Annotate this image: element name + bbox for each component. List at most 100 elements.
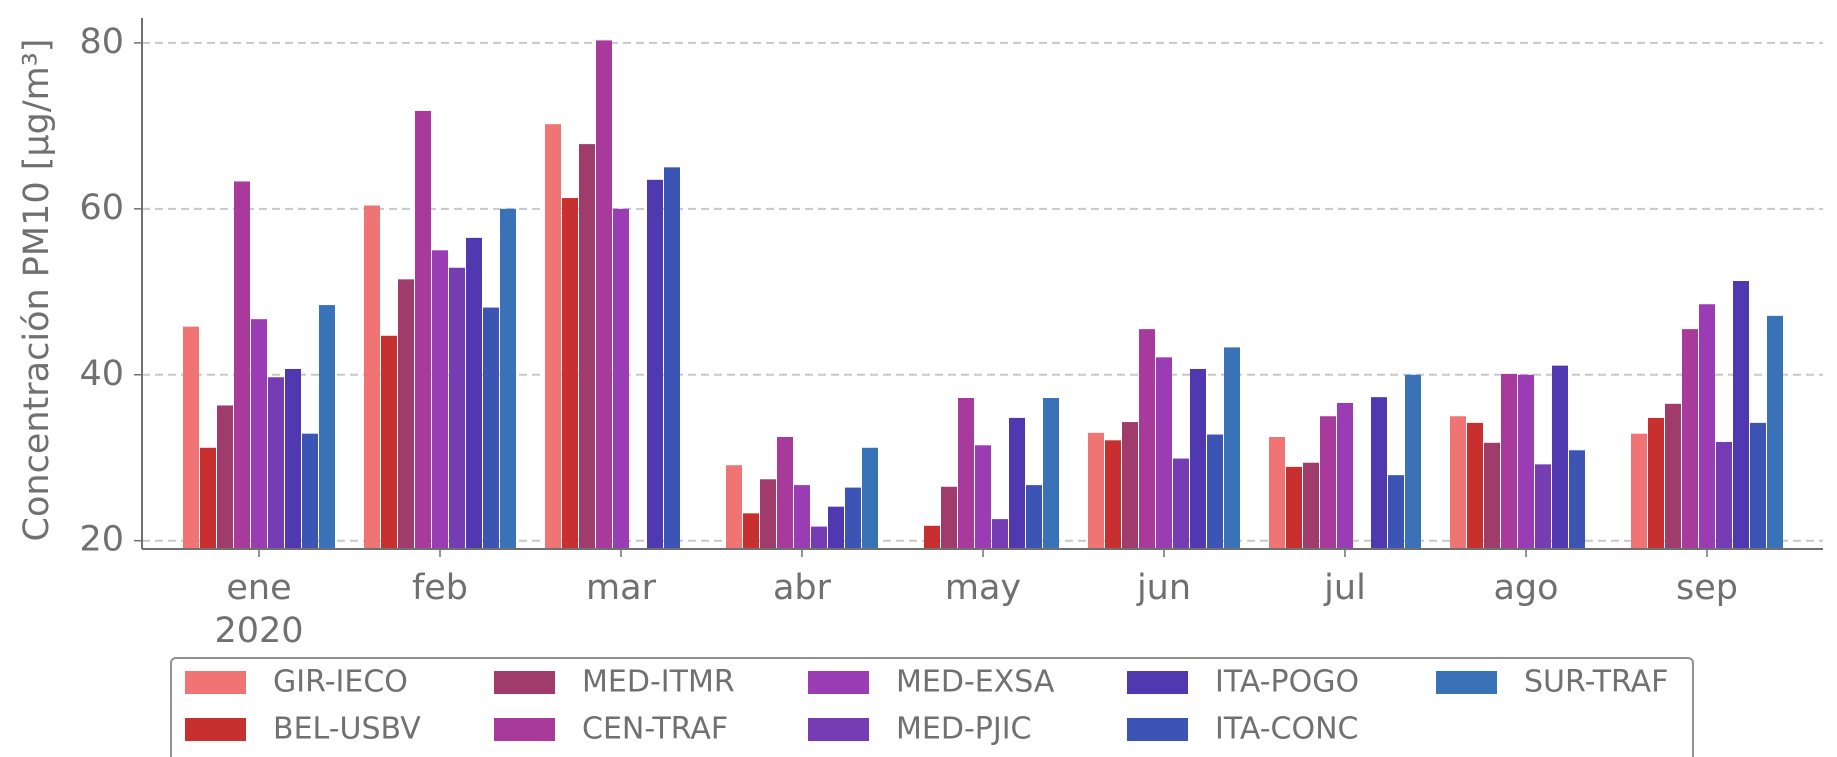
bar [1648, 417, 1664, 549]
bar [760, 479, 776, 549]
legend-swatch [185, 671, 246, 694]
legend-label: SUR-TRAF [1524, 665, 1668, 700]
bar [613, 208, 629, 549]
bar [1156, 357, 1172, 549]
bar [364, 205, 380, 549]
bar [1009, 417, 1025, 549]
bar [1682, 329, 1698, 549]
bar [234, 181, 250, 550]
bar [1750, 422, 1766, 549]
x-tick-label: mar [586, 568, 657, 608]
bar [466, 237, 482, 549]
bar [545, 124, 561, 549]
bar [1026, 485, 1042, 549]
bar [828, 506, 844, 549]
legend-label: CEN-TRAF [582, 712, 728, 747]
legend-swatch [185, 718, 246, 741]
bar [845, 487, 861, 549]
bar [1767, 315, 1783, 549]
bar [562, 198, 578, 550]
bar [217, 405, 233, 549]
bar [268, 377, 284, 549]
legend-label: MED-ITMR [582, 665, 735, 700]
bar [1139, 329, 1155, 549]
bar [1388, 475, 1404, 549]
bar [862, 447, 878, 549]
bar [1224, 347, 1240, 549]
bar [1269, 436, 1285, 549]
bar [579, 144, 595, 550]
bar [1286, 466, 1302, 549]
legend-label: GIR-IECO [273, 665, 408, 700]
bar [1105, 440, 1121, 549]
legend-label: MED-PJIC [896, 712, 1032, 747]
bar [647, 179, 663, 549]
bar [1337, 402, 1353, 549]
bar [1467, 422, 1483, 549]
bar [1501, 373, 1517, 549]
bar [1122, 422, 1138, 549]
bar [1088, 432, 1104, 549]
bar [432, 250, 448, 549]
legend-label: ITA-CONC [1215, 712, 1358, 747]
bar [200, 447, 216, 549]
x-tick-label: may [945, 568, 1021, 608]
x-year-label: 2020 [214, 611, 303, 651]
bar [1518, 374, 1534, 549]
y-tick-label: 60 [79, 188, 124, 228]
bar [1484, 442, 1500, 549]
legend-swatch [808, 671, 869, 694]
x-tick-label: jul [1323, 568, 1366, 608]
bar [664, 167, 680, 549]
bar [183, 326, 199, 549]
bar [811, 526, 827, 549]
bar [1303, 462, 1319, 549]
bar [1733, 281, 1749, 549]
y-axis-label: Concentración PM10 [μg/m³] [17, 39, 57, 542]
bar [500, 208, 516, 549]
bar [1190, 368, 1206, 549]
x-tick-label: sep [1676, 568, 1738, 608]
bar [1631, 433, 1647, 549]
bar [958, 397, 974, 549]
x-tick-label: abr [773, 568, 832, 608]
x-tick-label: ene [226, 568, 291, 608]
bar [319, 305, 335, 549]
bar [941, 486, 957, 549]
bar [794, 485, 810, 549]
bar [1569, 450, 1585, 549]
bar [596, 40, 612, 550]
bar [777, 436, 793, 549]
bar [992, 519, 1008, 549]
bar [726, 465, 742, 549]
bar [285, 368, 301, 549]
bar [302, 433, 318, 549]
y-tick-label: 80 [79, 22, 124, 62]
bar [924, 525, 940, 549]
bar [1173, 458, 1189, 549]
bar [743, 513, 759, 549]
legend-swatch [494, 718, 555, 741]
bar [1450, 416, 1466, 549]
bar [251, 319, 267, 549]
bar [1699, 304, 1715, 549]
legend-swatch [1127, 671, 1188, 694]
bar [1535, 464, 1551, 549]
bar [381, 335, 397, 549]
bar [1665, 403, 1681, 549]
bar [483, 307, 499, 549]
x-tick-label: jun [1136, 568, 1191, 608]
bar [415, 110, 431, 550]
y-tick-label: 40 [79, 354, 124, 394]
x-tick-label: feb [412, 568, 468, 608]
bar [1371, 397, 1387, 549]
y-tick-label: 20 [79, 520, 124, 560]
legend-label: MED-EXSA [896, 665, 1055, 700]
bar [1043, 397, 1059, 549]
bar [398, 279, 414, 549]
bar [1405, 374, 1421, 549]
legend-swatch [494, 671, 555, 694]
bar [1207, 434, 1223, 549]
